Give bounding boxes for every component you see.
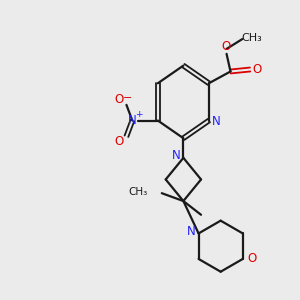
Text: N: N <box>212 115 220 128</box>
Text: N: N <box>128 114 137 127</box>
Text: CH₃: CH₃ <box>129 187 148 197</box>
Text: O: O <box>221 40 230 53</box>
Text: O: O <box>114 93 123 106</box>
Text: N: N <box>172 149 181 162</box>
Text: O: O <box>114 135 123 148</box>
Text: O: O <box>252 63 262 76</box>
Text: N: N <box>187 225 196 238</box>
Text: CH₃: CH₃ <box>242 33 262 43</box>
Text: +: + <box>136 110 143 119</box>
Text: O: O <box>247 252 256 266</box>
Text: −: − <box>123 93 132 103</box>
